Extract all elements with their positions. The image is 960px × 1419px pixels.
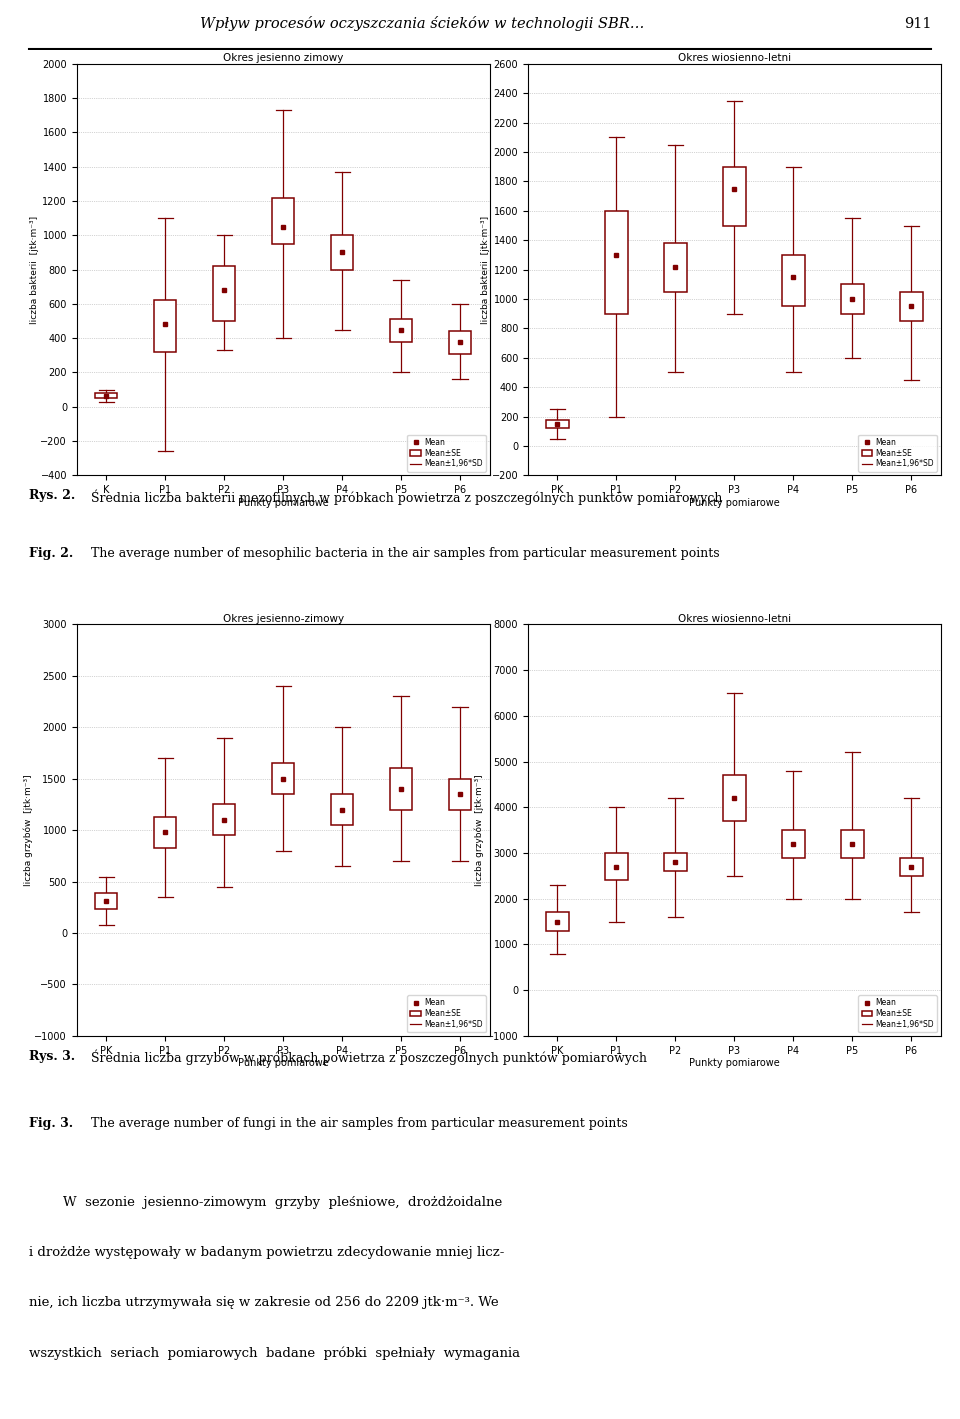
Bar bbox=[664, 243, 686, 292]
Bar bbox=[331, 795, 353, 824]
Y-axis label: liczba grzybów  [jtk·m⁻³]: liczba grzybów [jtk·m⁻³] bbox=[475, 775, 484, 885]
Title: Okres wiosienno-letni: Okres wiosienno-letni bbox=[678, 53, 791, 62]
Bar bbox=[95, 893, 117, 910]
Bar bbox=[390, 319, 413, 342]
Text: wszystkich  seriach  pomiarowych  badane  próbki  spełniały  wymagania: wszystkich seriach pomiarowych badane pr… bbox=[29, 1347, 520, 1359]
Text: Wpływ procesów oczyszczania ścieków w technologii SBR…: Wpływ procesów oczyszczania ścieków w te… bbox=[201, 17, 644, 31]
Bar bbox=[154, 817, 177, 847]
Bar bbox=[723, 167, 746, 226]
Bar bbox=[841, 284, 864, 314]
Legend: Mean, Mean±SE, Mean±1,96*SD: Mean, Mean±SE, Mean±1,96*SD bbox=[858, 995, 937, 1032]
Bar bbox=[154, 301, 177, 352]
X-axis label: Punkty pomiarowe: Punkty pomiarowe bbox=[689, 1059, 780, 1069]
Title: Okres wiosienno-letni: Okres wiosienno-letni bbox=[678, 613, 791, 623]
Y-axis label: liczba grzybów  [jtk·m⁻³]: liczba grzybów [jtk·m⁻³] bbox=[24, 775, 33, 885]
Bar bbox=[95, 393, 117, 399]
Text: Średnia liczba bakterii mezofilnych w próbkach powietrza z poszczególnych punktó: Średnia liczba bakterii mezofilnych w pr… bbox=[87, 490, 723, 505]
Legend: Mean, Mean±SE, Mean±1,96*SD: Mean, Mean±SE, Mean±1,96*SD bbox=[407, 995, 486, 1032]
Text: Fig. 2.: Fig. 2. bbox=[29, 548, 73, 561]
Y-axis label: liczba bakterii  [jtk·m⁻³]: liczba bakterii [jtk·m⁻³] bbox=[30, 216, 39, 324]
X-axis label: Punkty pomiarowe: Punkty pomiarowe bbox=[238, 1059, 328, 1069]
Bar bbox=[331, 236, 353, 270]
Bar bbox=[782, 255, 804, 307]
Title: Okres jesienno-zimowy: Okres jesienno-zimowy bbox=[223, 613, 344, 623]
Y-axis label: liczba bakterii  [jtk·m⁻³]: liczba bakterii [jtk·m⁻³] bbox=[481, 216, 491, 324]
Bar bbox=[605, 853, 628, 880]
Bar bbox=[272, 197, 295, 244]
Bar bbox=[605, 211, 628, 314]
Bar bbox=[723, 775, 746, 822]
Text: The average number of mesophilic bacteria in the air samples from particular mea: The average number of mesophilic bacteri… bbox=[87, 548, 720, 561]
X-axis label: Punkty pomiarowe: Punkty pomiarowe bbox=[689, 498, 780, 508]
Text: Rys. 2.: Rys. 2. bbox=[29, 490, 75, 502]
Bar bbox=[213, 267, 235, 321]
Bar bbox=[390, 769, 413, 809]
Bar bbox=[272, 763, 295, 795]
Text: i drożdże występowały w badanym powietrzu zdecydowanie mniej licz-: i drożdże występowały w badanym powietrz… bbox=[29, 1246, 504, 1259]
Bar bbox=[449, 779, 471, 809]
Bar bbox=[900, 292, 923, 321]
Title: Okres jesienno zimowy: Okres jesienno zimowy bbox=[223, 53, 344, 62]
Text: The average number of fungi in the air samples from particular measurement point: The average number of fungi in the air s… bbox=[87, 1117, 628, 1130]
Text: W  sezonie  jesienno-zimowym  grzyby  pleśniowe,  drożdżoidalne: W sezonie jesienno-zimowym grzyby pleśni… bbox=[29, 1196, 502, 1209]
Bar bbox=[841, 830, 864, 857]
Text: Rys. 3.: Rys. 3. bbox=[29, 1050, 75, 1063]
Text: Fig. 3.: Fig. 3. bbox=[29, 1117, 73, 1130]
Legend: Mean, Mean±SE, Mean±1,96*SD: Mean, Mean±SE, Mean±1,96*SD bbox=[858, 434, 937, 471]
Text: 911: 911 bbox=[903, 17, 931, 31]
Bar bbox=[546, 420, 568, 429]
Text: Średnia liczba grzybów w próbkach powietrza z poszczególnych punktów pomiarowych: Średnia liczba grzybów w próbkach powiet… bbox=[87, 1050, 647, 1066]
X-axis label: Punkty pomiarowe: Punkty pomiarowe bbox=[238, 498, 328, 508]
Bar bbox=[664, 853, 686, 871]
Bar bbox=[213, 805, 235, 836]
Bar bbox=[546, 912, 568, 931]
Legend: Mean, Mean±SE, Mean±1,96*SD: Mean, Mean±SE, Mean±1,96*SD bbox=[407, 434, 486, 471]
Text: nie, ich liczba utrzymywała się w zakresie od 256 do 2209 jtk·m⁻³. We: nie, ich liczba utrzymywała się w zakres… bbox=[29, 1296, 498, 1310]
Bar bbox=[449, 331, 471, 353]
Bar bbox=[782, 830, 804, 857]
Bar bbox=[900, 857, 923, 876]
